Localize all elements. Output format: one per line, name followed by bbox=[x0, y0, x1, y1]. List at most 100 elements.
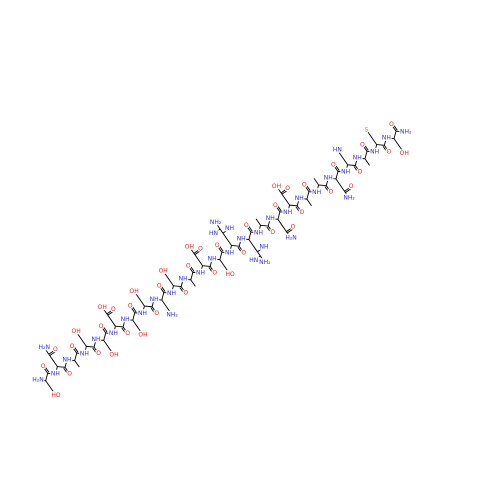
carbonyl-label: O bbox=[67, 370, 72, 377]
bond bbox=[277, 188, 290, 206]
bond bbox=[229, 245, 232, 254]
side-chain-label: NH₂ bbox=[343, 194, 355, 201]
amine-label: H₂N bbox=[32, 377, 43, 384]
carbonyl-label: O bbox=[360, 141, 365, 148]
bond bbox=[306, 198, 312, 206]
bond bbox=[325, 178, 329, 186]
bond bbox=[83, 346, 87, 354]
bond bbox=[260, 224, 269, 227]
bond bbox=[287, 205, 291, 213]
bond bbox=[219, 259, 229, 273]
bond bbox=[383, 137, 387, 146]
amine-label: NH bbox=[63, 356, 72, 363]
bond bbox=[112, 326, 116, 334]
bond bbox=[333, 164, 339, 172]
side-chain-label: OH bbox=[72, 328, 81, 335]
bond bbox=[192, 271, 201, 274]
side-chain-label: O bbox=[111, 306, 116, 313]
amine-label: NH bbox=[341, 169, 350, 176]
side-chain-label: OH bbox=[109, 352, 118, 359]
bond bbox=[115, 325, 124, 328]
bond bbox=[276, 204, 282, 212]
bond bbox=[132, 319, 142, 333]
bond bbox=[150, 307, 156, 315]
bond bbox=[383, 145, 390, 153]
bond bbox=[393, 131, 397, 139]
bond bbox=[392, 123, 398, 131]
carbonyl-label: O bbox=[183, 290, 188, 297]
bond bbox=[92, 347, 98, 355]
bond bbox=[354, 157, 358, 166]
bond bbox=[86, 345, 95, 348]
side-chain-label: HN bbox=[249, 257, 258, 264]
bond bbox=[151, 299, 155, 307]
bond bbox=[42, 366, 49, 374]
amine-label: NH bbox=[51, 371, 60, 378]
amine-label: NH bbox=[179, 276, 188, 283]
bond bbox=[54, 366, 58, 375]
bond bbox=[107, 310, 115, 316]
bond bbox=[183, 278, 191, 281]
amine-label: NH bbox=[225, 249, 234, 256]
bond bbox=[308, 191, 317, 193]
amine-label: NH bbox=[237, 235, 246, 242]
bond bbox=[64, 359, 68, 368]
bond bbox=[357, 157, 366, 160]
bond bbox=[295, 206, 301, 214]
bond bbox=[324, 186, 330, 194]
bond bbox=[189, 264, 195, 272]
bond bbox=[164, 273, 174, 287]
bond bbox=[376, 144, 385, 146]
carbonyl-label: O bbox=[358, 169, 363, 176]
bond bbox=[142, 305, 145, 314]
bond bbox=[337, 171, 346, 173]
bond bbox=[134, 312, 143, 314]
bond bbox=[180, 278, 184, 287]
bond bbox=[338, 152, 349, 166]
bond bbox=[238, 238, 242, 247]
bond bbox=[266, 226, 272, 234]
bond bbox=[103, 332, 107, 341]
carbonyl-label: O bbox=[96, 350, 101, 357]
amine-label: NH bbox=[295, 195, 304, 202]
bond bbox=[253, 255, 261, 261]
bond bbox=[344, 186, 352, 192]
bond bbox=[76, 352, 85, 355]
bond bbox=[364, 158, 370, 166]
bond bbox=[374, 144, 378, 153]
amine-label: NH bbox=[121, 316, 130, 323]
carbonyl-label: O bbox=[41, 363, 46, 370]
side-chain-label: O bbox=[198, 245, 203, 252]
amine-label: NH bbox=[254, 229, 263, 236]
side-chain-label: NH bbox=[225, 225, 234, 232]
bond bbox=[316, 184, 320, 193]
bond bbox=[122, 326, 129, 334]
c-terminus-label: NH₂ bbox=[400, 128, 412, 135]
amine-label: NH bbox=[266, 215, 275, 222]
bond bbox=[37, 379, 46, 382]
bond bbox=[163, 292, 172, 294]
side-chain-label: OH bbox=[138, 331, 147, 338]
carbonyl-label: O bbox=[157, 283, 162, 290]
bond bbox=[106, 308, 114, 315]
bond bbox=[289, 204, 298, 207]
bond bbox=[190, 272, 194, 280]
bond bbox=[216, 224, 232, 246]
bond bbox=[71, 346, 78, 354]
carbonyl-label: O bbox=[328, 189, 333, 196]
bond bbox=[238, 245, 245, 254]
bond bbox=[299, 197, 307, 200]
amine-label: NH bbox=[109, 330, 118, 337]
bond bbox=[208, 267, 214, 275]
bond bbox=[363, 143, 369, 151]
side-chain-label: OH bbox=[272, 183, 281, 190]
amine-label: NH bbox=[196, 270, 205, 277]
side-chain-label: NH₂ bbox=[210, 219, 222, 226]
bond bbox=[93, 346, 99, 354]
bond bbox=[267, 225, 274, 233]
bond bbox=[328, 177, 337, 180]
side-chain-label: HO bbox=[225, 271, 235, 278]
side-chain-label: NH₂ bbox=[259, 259, 271, 266]
bond bbox=[391, 124, 397, 132]
